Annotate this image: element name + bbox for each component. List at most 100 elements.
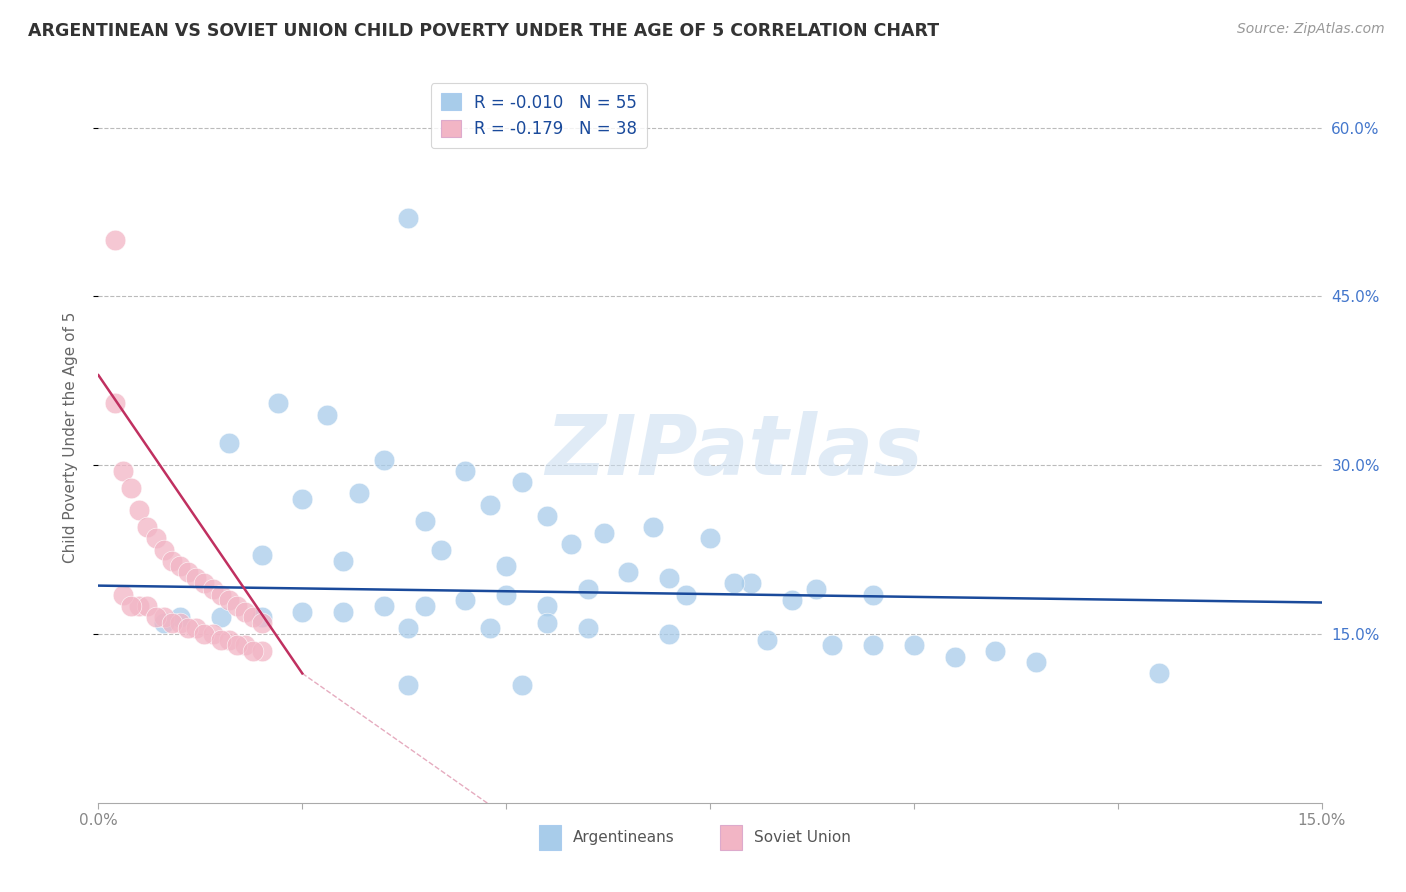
Point bbox=[512, 678, 534, 692]
Text: Soviet Union: Soviet Union bbox=[754, 830, 851, 845]
Point bbox=[617, 565, 640, 579]
FancyBboxPatch shape bbox=[720, 825, 742, 850]
Point bbox=[201, 627, 224, 641]
Point bbox=[218, 632, 240, 647]
Point bbox=[136, 520, 159, 534]
Point bbox=[111, 464, 134, 478]
Point bbox=[233, 638, 256, 652]
Point bbox=[160, 615, 183, 630]
Point bbox=[349, 486, 371, 500]
Point bbox=[373, 599, 395, 613]
Text: ARGENTINEAN VS SOVIET UNION CHILD POVERTY UNDER THE AGE OF 5 CORRELATION CHART: ARGENTINEAN VS SOVIET UNION CHILD POVERT… bbox=[28, 22, 939, 40]
Point bbox=[193, 627, 215, 641]
Point bbox=[536, 599, 558, 613]
Point bbox=[209, 610, 232, 624]
Point bbox=[226, 599, 249, 613]
Point bbox=[658, 571, 681, 585]
Point bbox=[169, 559, 191, 574]
Legend: R = -0.010   N = 55, R = -0.179   N = 38: R = -0.010 N = 55, R = -0.179 N = 38 bbox=[430, 83, 647, 148]
Point bbox=[943, 649, 966, 664]
Point bbox=[177, 621, 200, 635]
Point bbox=[454, 464, 477, 478]
Y-axis label: Child Poverty Under the Age of 5: Child Poverty Under the Age of 5 bbox=[63, 311, 77, 563]
Point bbox=[430, 542, 453, 557]
Point bbox=[152, 615, 174, 630]
Point bbox=[641, 520, 664, 534]
Point bbox=[250, 610, 273, 624]
Point bbox=[560, 537, 582, 551]
Point bbox=[218, 435, 240, 450]
Point bbox=[512, 475, 534, 489]
Point bbox=[242, 644, 264, 658]
Point bbox=[478, 498, 501, 512]
Point bbox=[145, 610, 167, 624]
Point bbox=[242, 610, 264, 624]
Point bbox=[1025, 655, 1047, 669]
Point bbox=[128, 599, 150, 613]
Point bbox=[291, 491, 314, 506]
Point bbox=[152, 542, 174, 557]
Point bbox=[576, 582, 599, 596]
Point bbox=[593, 525, 616, 540]
Point bbox=[373, 452, 395, 467]
Point bbox=[201, 582, 224, 596]
Point bbox=[128, 503, 150, 517]
Point bbox=[536, 615, 558, 630]
Point bbox=[723, 576, 745, 591]
Point bbox=[120, 599, 142, 613]
Point bbox=[136, 599, 159, 613]
Point bbox=[1147, 666, 1170, 681]
Point bbox=[186, 621, 208, 635]
Point bbox=[209, 588, 232, 602]
Point bbox=[396, 211, 419, 225]
Point bbox=[111, 588, 134, 602]
Point bbox=[396, 621, 419, 635]
Point bbox=[177, 565, 200, 579]
Point bbox=[104, 396, 127, 410]
Point bbox=[218, 593, 240, 607]
Point bbox=[169, 610, 191, 624]
Point bbox=[658, 627, 681, 641]
Point bbox=[396, 678, 419, 692]
Point bbox=[267, 396, 290, 410]
Point bbox=[821, 638, 844, 652]
Point bbox=[862, 638, 884, 652]
Point bbox=[413, 599, 436, 613]
Point bbox=[903, 638, 925, 652]
Point bbox=[756, 632, 779, 647]
Point bbox=[454, 593, 477, 607]
Point bbox=[478, 621, 501, 635]
Point bbox=[160, 554, 183, 568]
Point bbox=[332, 554, 354, 568]
Point bbox=[233, 605, 256, 619]
Point bbox=[169, 615, 191, 630]
Point bbox=[152, 610, 174, 624]
Point bbox=[186, 571, 208, 585]
Point bbox=[332, 605, 354, 619]
Point bbox=[104, 233, 127, 247]
Text: ZIPatlas: ZIPatlas bbox=[546, 411, 924, 492]
Point bbox=[984, 644, 1007, 658]
Point bbox=[740, 576, 762, 591]
Point bbox=[862, 588, 884, 602]
Point bbox=[250, 548, 273, 562]
Point bbox=[804, 582, 827, 596]
Point bbox=[675, 588, 697, 602]
FancyBboxPatch shape bbox=[538, 825, 561, 850]
Point bbox=[699, 532, 721, 546]
Point bbox=[495, 588, 517, 602]
Text: Source: ZipAtlas.com: Source: ZipAtlas.com bbox=[1237, 22, 1385, 37]
Point bbox=[780, 593, 803, 607]
Point bbox=[226, 638, 249, 652]
Text: Argentineans: Argentineans bbox=[574, 830, 675, 845]
Point bbox=[250, 615, 273, 630]
Point bbox=[291, 605, 314, 619]
Point bbox=[193, 576, 215, 591]
Point bbox=[315, 408, 337, 422]
Point bbox=[576, 621, 599, 635]
Point bbox=[145, 532, 167, 546]
Point bbox=[536, 508, 558, 523]
Point bbox=[209, 632, 232, 647]
Point bbox=[495, 559, 517, 574]
Point bbox=[250, 644, 273, 658]
